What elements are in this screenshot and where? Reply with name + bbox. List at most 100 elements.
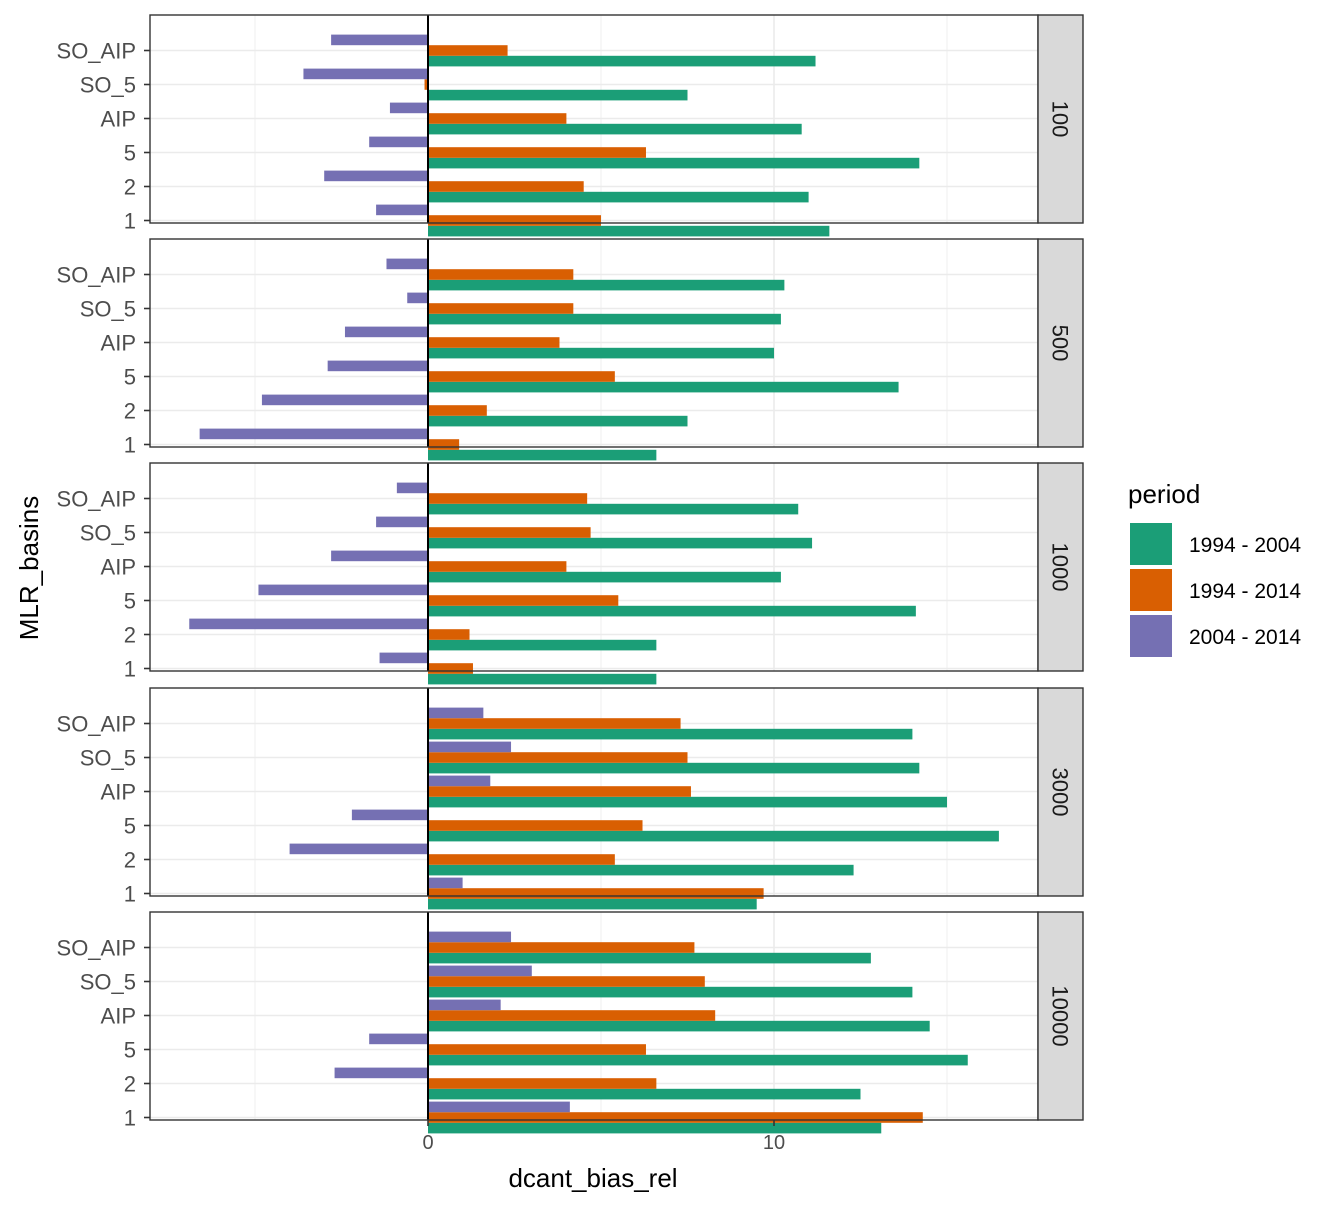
bar-500-1-2004-2014 <box>199 428 428 440</box>
y-tick-label: AIP <box>101 331 136 356</box>
bar-3000-AIP-1994-2014 <box>428 786 691 797</box>
bar-500-AIP-2004-2014 <box>344 326 428 338</box>
bar-1000-AIP-2004-2014 <box>331 550 428 562</box>
bar-10000-1-1994-2014 <box>428 1112 923 1123</box>
bar-10000-SO_5-1994-2014 <box>428 976 705 987</box>
bar-500-1-1994-2014 <box>428 439 460 450</box>
bar-500-5-1994-2004 <box>428 381 899 393</box>
y-tick-label: 5 <box>124 814 136 839</box>
bar-1000-5-1994-2014 <box>428 595 619 606</box>
bar-1000-AIP-1994-2004 <box>428 571 781 583</box>
bar-3000-5-2004-2014 <box>351 809 428 821</box>
bar-3000-5-1994-2004 <box>428 830 999 842</box>
panel-1000: SO_AIP SO_5 AIP 5 2 1 1000 <box>57 462 1084 685</box>
y-tick-label: SO_5 <box>80 970 136 995</box>
bar-10000-2-1994-2004 <box>428 1088 861 1100</box>
bar-3000-2-2004-2014 <box>289 843 428 855</box>
bar-3000-SO_5-1994-2004 <box>428 762 920 774</box>
bar-1000-1-1994-2014 <box>428 663 473 674</box>
y-axis-title: MLR_basins <box>14 496 44 641</box>
bar-3000-5-1994-2014 <box>428 820 643 831</box>
legend-label: 1994 - 2004 <box>1189 534 1301 557</box>
y-tick-label: SO_5 <box>80 73 136 98</box>
bar-10000-SO_AIP-1994-2004 <box>428 952 871 964</box>
bar-10000-AIP-2004-2014 <box>428 999 501 1011</box>
y-tick-label: 2 <box>124 623 136 648</box>
bar-500-2-1994-2004 <box>428 415 688 427</box>
bar-100-5-1994-2004 <box>428 157 920 169</box>
bar-500-2-1994-2014 <box>428 405 487 416</box>
y-tick-label: 5 <box>124 141 136 166</box>
y-tick-label: 5 <box>124 1038 136 1063</box>
bar-10000-2-2004-2014 <box>334 1067 428 1079</box>
bar-3000-AIP-1994-2004 <box>428 796 947 808</box>
facet-strip-label: 1000 <box>1048 543 1073 592</box>
bar-100-SO_AIP-2004-2014 <box>331 34 428 46</box>
bar-10000-SO_5-1994-2004 <box>428 986 913 998</box>
facet-strip-label: 100 <box>1048 101 1073 138</box>
bar-100-SO_5-1994-2004 <box>428 89 688 101</box>
bar-10000-AIP-1994-2014 <box>428 1010 716 1021</box>
bar-10000-5-1994-2014 <box>428 1044 646 1055</box>
panel-10000: SO_AIP SO_5 AIP 5 2 1 10000 <box>57 911 1084 1134</box>
bar-10000-1-2004-2014 <box>428 1101 570 1113</box>
bar-100-SO_AIP-1994-2014 <box>428 45 508 56</box>
bar-3000-SO_AIP-1994-2014 <box>428 718 681 729</box>
facet-strip <box>1037 462 1084 672</box>
legend-key <box>1130 569 1172 611</box>
x-axis: 0 10 <box>422 1120 785 1154</box>
bar-1000-5-1994-2004 <box>428 605 916 617</box>
bar-100-2-1994-2004 <box>428 191 809 203</box>
bar-1000-SO_AIP-1994-2014 <box>428 493 588 504</box>
bar-3000-1-1994-2014 <box>428 888 764 899</box>
legend-key <box>1130 615 1172 657</box>
bar-500-SO_5-2004-2014 <box>407 292 428 304</box>
bar-100-SO_5-2004-2014 <box>303 68 428 80</box>
y-tick-label: SO_5 <box>80 521 136 546</box>
bar-100-1-1994-2014 <box>428 215 601 226</box>
y-tick-label: 1 <box>124 209 136 234</box>
bar-1000-SO_5-1994-2014 <box>428 527 591 538</box>
facet-strip <box>1037 911 1084 1121</box>
y-tick-label: 1 <box>124 882 136 907</box>
y-tick-label: SO_AIP <box>57 936 136 961</box>
bar-500-SO_5-1994-2014 <box>428 303 574 314</box>
y-tick-label: SO_AIP <box>57 712 136 737</box>
bar-10000-2-1994-2014 <box>428 1078 657 1089</box>
bar-100-SO_5-1994-2014 <box>424 79 428 90</box>
y-tick-label: 5 <box>124 589 136 614</box>
bar-3000-2-1994-2004 <box>428 864 854 876</box>
bar-100-5-2004-2014 <box>369 136 428 148</box>
bar-10000-SO_AIP-1994-2014 <box>428 942 695 953</box>
bar-10000-SO_5-2004-2014 <box>428 965 532 977</box>
legend-title: period <box>1128 479 1200 509</box>
panel-500: SO_AIP SO_5 AIP 5 2 1 500 <box>57 238 1084 461</box>
bar-3000-SO_AIP-2004-2014 <box>428 707 484 719</box>
bar-3000-SO_5-1994-2014 <box>428 752 688 763</box>
bar-1000-SO_5-1994-2004 <box>428 537 813 549</box>
bar-100-5-1994-2014 <box>428 147 646 158</box>
bar-10000-SO_AIP-2004-2014 <box>428 931 512 943</box>
bar-1000-SO_AIP-1994-2004 <box>428 503 799 515</box>
chart-panels: SO_AIP SO_5 AIP 5 2 1 100 SO_AIP SO_5 AIP 5 2 1 500 SO… <box>57 14 1084 1134</box>
y-tick-label: SO_AIP <box>57 39 136 64</box>
y-tick-label: 2 <box>124 175 136 200</box>
bar-10000-5-1994-2004 <box>428 1054 968 1066</box>
y-tick-label: AIP <box>101 1004 136 1029</box>
facet-strip-label: 10000 <box>1048 985 1073 1046</box>
bar-1000-SO_5-2004-2014 <box>376 516 428 528</box>
y-tick-label: AIP <box>101 780 136 805</box>
bar-500-SO_AIP-2004-2014 <box>386 258 428 270</box>
bar-100-AIP-1994-2014 <box>428 113 567 124</box>
facet-strip-label: 500 <box>1048 325 1073 362</box>
facet-strip <box>1037 687 1084 897</box>
bar-3000-SO_5-2004-2014 <box>428 741 512 753</box>
y-tick-label: SO_AIP <box>57 263 136 288</box>
bar-100-2-1994-2014 <box>428 181 584 192</box>
bar-3000-1-2004-2014 <box>428 877 463 889</box>
bar-1000-SO_AIP-2004-2014 <box>396 482 428 494</box>
bar-500-SO_AIP-1994-2004 <box>428 279 785 291</box>
y-tick-label: 5 <box>124 365 136 390</box>
y-tick-label: SO_5 <box>80 297 136 322</box>
